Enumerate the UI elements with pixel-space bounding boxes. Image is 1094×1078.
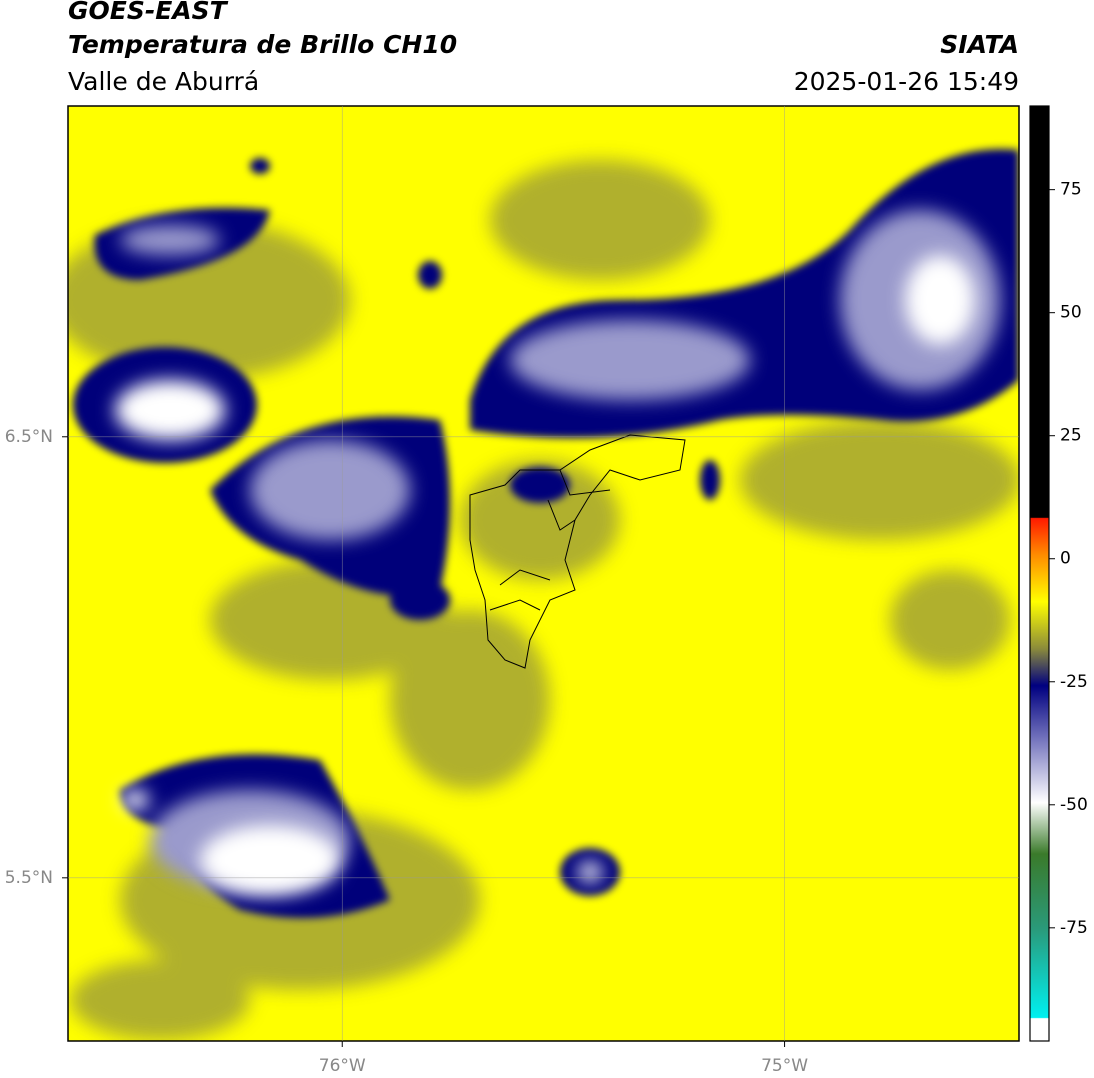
map-frame bbox=[67, 105, 1020, 1042]
colorbar-tick-label: -75 bbox=[1060, 918, 1088, 938]
y-tick-label: 6.5°N bbox=[5, 427, 53, 447]
colorbar-tick-label: 25 bbox=[1060, 426, 1082, 446]
colorbar-tick-label: -25 bbox=[1060, 672, 1088, 692]
datetime: 2025-01-26 15:49 bbox=[794, 67, 1019, 96]
agency: SIATA bbox=[940, 30, 1019, 59]
satellite-image bbox=[68, 106, 1019, 1041]
colorbar bbox=[1029, 105, 1050, 1042]
y-tick-label: 5.5°N bbox=[5, 868, 53, 888]
x-tick-label: 75°W bbox=[761, 1056, 808, 1076]
colorbar-tick-label: -50 bbox=[1060, 795, 1088, 815]
colorbar-tick-label: 75 bbox=[1060, 180, 1082, 200]
region: Valle de Aburrá bbox=[68, 67, 259, 96]
x-tick-label: 76°W bbox=[319, 1056, 366, 1076]
colorbar-tick-label: 50 bbox=[1060, 303, 1082, 323]
product: Temperatura de Brillo CH10 bbox=[68, 30, 457, 59]
colorbar-tick-label: 0 bbox=[1060, 549, 1071, 569]
satellite: GOES-EAST bbox=[68, 0, 229, 25]
